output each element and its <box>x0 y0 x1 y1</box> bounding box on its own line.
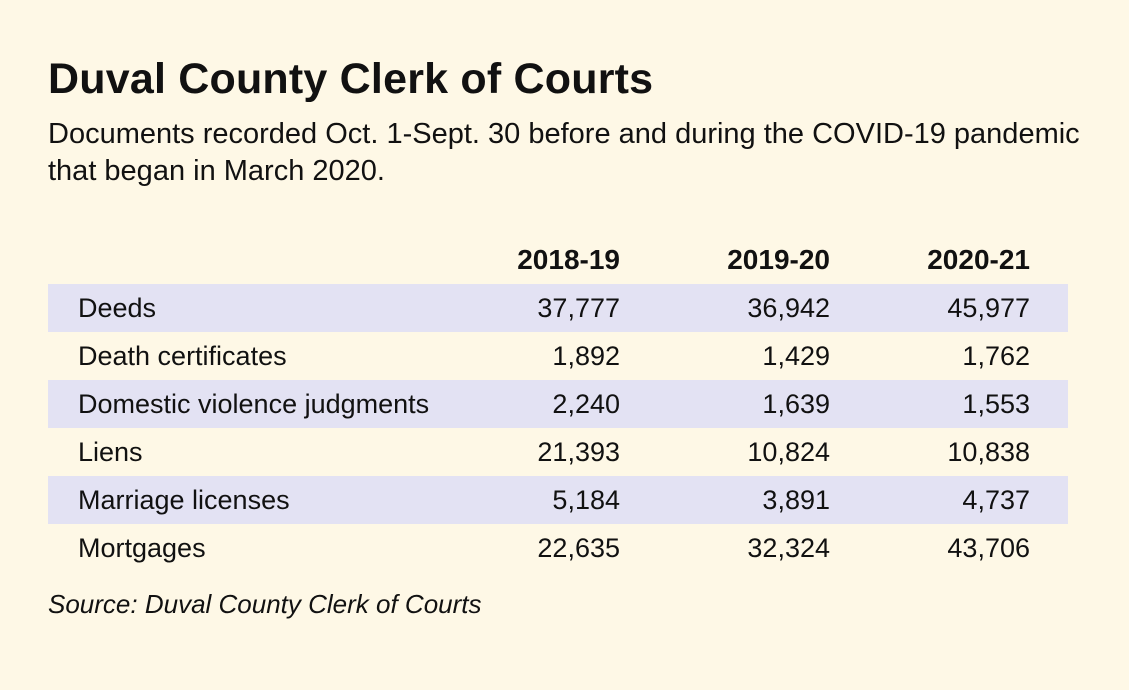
row-pad <box>1030 476 1068 524</box>
row-pad <box>1030 524 1068 572</box>
header-pad <box>1030 236 1068 284</box>
row-label: Domestic violence judgments <box>48 380 495 428</box>
row-pad <box>1030 284 1068 332</box>
cell-value: 32,324 <box>747 532 830 563</box>
cell-value: 37,777 <box>495 284 620 332</box>
table-row: Liens 21,393 10,824 10,838 <box>48 428 1068 476</box>
header-row: 2018-19 2019-20 2020-21 <box>48 236 1068 284</box>
table-row: Mortgages 22,635 32,324 43,706 <box>48 524 1068 572</box>
cell-value: 10,824 <box>747 436 830 467</box>
source-note: Source: Duval County Clerk of Courts <box>48 589 482 619</box>
row-label: Mortgages <box>78 532 206 563</box>
row-pad <box>1030 332 1068 380</box>
cell-value: 22,635 <box>537 532 620 563</box>
cell-value: 43,706 <box>947 532 1030 563</box>
column-header: 2018-19 <box>517 244 620 275</box>
chart-title: Duval County Clerk of Courts <box>48 55 654 103</box>
column-header: 2019-20 <box>727 244 830 275</box>
row-pad <box>1030 428 1068 476</box>
cell-value: 45,977 <box>830 284 1030 332</box>
row-label: Liens <box>78 436 143 467</box>
row-label: Death certificates <box>78 340 287 371</box>
chart-subtitle: Documents recorded Oct. 1-Sept. 30 befor… <box>48 118 1080 187</box>
header-label-blank <box>48 236 495 284</box>
cell-value: 1,892 <box>552 340 620 371</box>
cell-value: 3,891 <box>620 476 830 524</box>
table-row: Death certificates 1,892 1,429 1,762 <box>48 332 1068 380</box>
cell-value: 36,942 <box>620 284 830 332</box>
cell-value: 1,639 <box>620 380 830 428</box>
cell-value: 4,737 <box>830 476 1030 524</box>
cell-value: 2,240 <box>495 380 620 428</box>
cell-value: 1,762 <box>962 340 1030 371</box>
row-pad <box>1030 380 1068 428</box>
table-row: Marriage licenses 5,184 3,891 4,737 <box>48 476 1068 524</box>
row-label: Marriage licenses <box>48 476 495 524</box>
column-header: 2020-21 <box>927 244 1030 275</box>
cell-value: 10,838 <box>947 436 1030 467</box>
records-table: 2018-19 2019-20 2020-21 Deeds 37,777 36,… <box>48 236 1068 572</box>
cell-value: 21,393 <box>537 436 620 467</box>
cell-value: 1,429 <box>762 340 830 371</box>
table-row: Deeds 37,777 36,942 45,977 <box>48 284 1068 332</box>
cell-value: 1,553 <box>830 380 1030 428</box>
row-label: Deeds <box>48 284 495 332</box>
table-row: Domestic violence judgments 2,240 1,639 … <box>48 380 1068 428</box>
cell-value: 5,184 <box>495 476 620 524</box>
